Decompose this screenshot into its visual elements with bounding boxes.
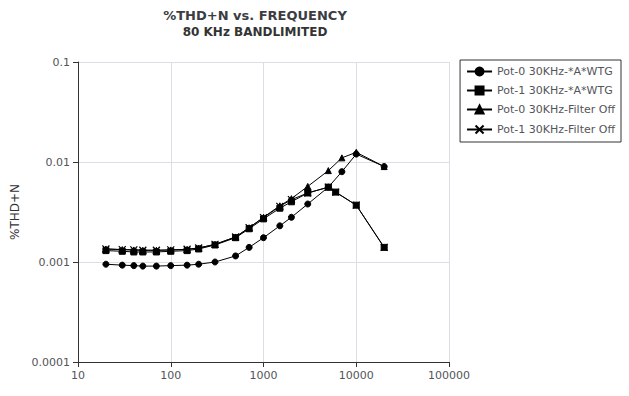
svg-text:0.001: 0.001 [39,256,71,269]
svg-text:100: 100 [160,369,181,382]
svg-text:Pot-1 30KHz-*A*WTG: Pot-1 30KHz-*A*WTG [497,84,613,97]
svg-text:1000: 1000 [250,369,278,382]
svg-text:Pot-0 30KHz-*A*WTG: Pot-0 30KHz-*A*WTG [497,65,613,78]
svg-text:0.1: 0.1 [53,56,71,69]
svg-text:80 KHz BANDLIMITED: 80 KHz BANDLIMITED [183,25,328,39]
svg-text:%THD+N: %THD+N [8,184,22,240]
svg-text:0.01: 0.01 [46,156,71,169]
svg-text:%THD+N vs. FREQUENCY: %THD+N vs. FREQUENCY [163,8,347,23]
svg-text:100000: 100000 [428,369,470,382]
svg-text:Pot-1 30KHz-Filter Off: Pot-1 30KHz-Filter Off [497,123,615,136]
svg-text:Pot-0 30KHz-Filter Off: Pot-0 30KHz-Filter Off [497,103,615,116]
svg-text:10: 10 [71,369,85,382]
svg-text:0.0001: 0.0001 [32,356,71,369]
svg-text:10000: 10000 [339,369,374,382]
